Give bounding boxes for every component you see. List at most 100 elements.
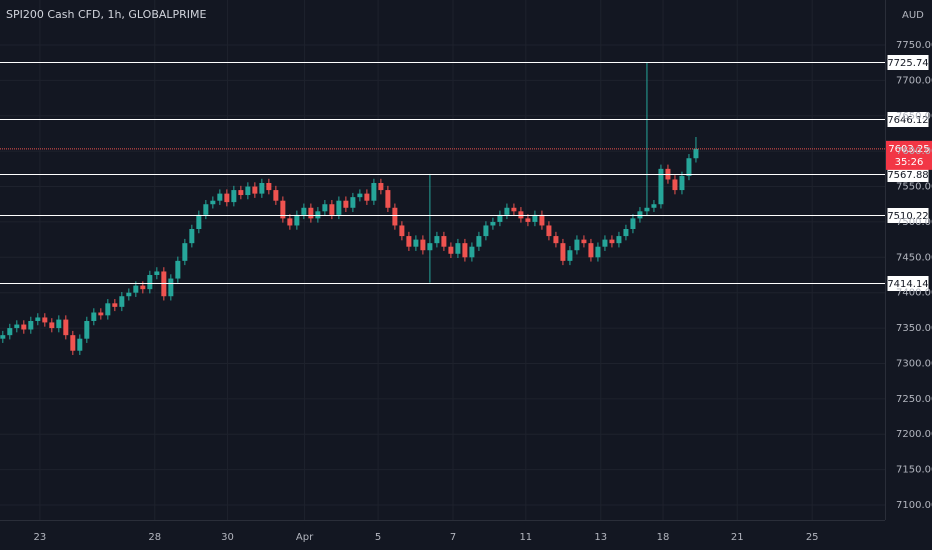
x-tick-label: Apr (296, 532, 314, 543)
candle-body (679, 175, 685, 191)
candle-body (336, 200, 342, 215)
grid (0, 0, 885, 520)
candle-body (637, 211, 643, 219)
x-tick-label: 11 (519, 532, 532, 543)
chart-title: SPI200 Cash CFD, 1h, GLOBALPRIME (6, 8, 207, 21)
level-label: 7725.74 (887, 58, 928, 69)
level-label-box (886, 207, 930, 224)
candle-body (329, 204, 335, 215)
candle-body (497, 214, 503, 222)
candle-body (595, 246, 601, 258)
candle-body (420, 239, 426, 251)
candle-body (322, 204, 328, 212)
candle-body (7, 328, 13, 336)
candle-body (21, 324, 27, 330)
candle-body (427, 243, 433, 251)
candle-body (287, 218, 293, 226)
level-label: 7567.88 (887, 170, 928, 181)
level-label: 7510.22 (887, 211, 928, 222)
candle-body (364, 193, 370, 201)
candle-body (175, 260, 181, 279)
candle-body (686, 158, 692, 176)
candle-body (259, 183, 265, 194)
candle-body (126, 292, 132, 297)
candle-body (112, 303, 118, 307)
candles (0, 62, 699, 355)
candle-body (448, 246, 454, 254)
candle-body (483, 225, 489, 237)
level-label-box (886, 111, 930, 128)
y-tick-label: 7350.00 (896, 323, 932, 334)
x-tick-label: 21 (731, 532, 744, 543)
candle-body (196, 214, 202, 230)
candle-body (182, 243, 188, 261)
y-tick-label: 7100.00 (896, 500, 932, 511)
candle-body (609, 239, 615, 244)
candle-body (147, 275, 153, 290)
candle-body (539, 214, 545, 226)
candle-body (525, 218, 531, 222)
candle-body (70, 335, 76, 351)
candle-body (294, 214, 300, 226)
candle-body (35, 317, 41, 322)
candle-body (399, 225, 405, 237)
candle-body (560, 243, 566, 261)
candle-body (63, 319, 69, 336)
candle-body (343, 200, 349, 208)
candle-body (504, 207, 510, 215)
candle-body (49, 322, 55, 329)
candle-body (616, 236, 622, 244)
x-tick-label: 30 (221, 532, 234, 543)
candle-body (210, 200, 216, 205)
y-tick-label: 7450.00 (896, 252, 932, 263)
x-tick-label: 23 (34, 532, 47, 543)
candle-body (217, 193, 223, 201)
y-tick-label: 7400.00 (896, 288, 932, 299)
candle-body (651, 204, 657, 208)
candle-body (588, 243, 594, 258)
y-tick-label: 7600.00 (896, 146, 932, 157)
y-tick-label: 7700.00 (896, 75, 932, 86)
candle-body (203, 204, 209, 215)
candle-body (238, 190, 244, 196)
candle-body (105, 303, 111, 316)
level-label-box (886, 54, 930, 71)
x-tick-label: 18 (657, 532, 670, 543)
candle-body (245, 186, 251, 196)
candle-body (154, 271, 160, 276)
candle-body (462, 243, 468, 258)
candle-body (553, 236, 559, 244)
candle-body (434, 236, 440, 244)
candle-body (56, 319, 62, 329)
y-tick-label: 7750.00 (896, 40, 932, 51)
candle-body (378, 183, 384, 191)
candle-body (567, 250, 573, 261)
x-tick-label: 13 (594, 532, 607, 543)
candle-body (413, 239, 419, 247)
candle-body (658, 168, 664, 205)
x-tick-label: 7 (450, 532, 456, 543)
candle-body (91, 312, 97, 322)
candle-body (77, 338, 83, 351)
candle-body (385, 190, 391, 208)
countdown: 35:26 (895, 157, 924, 168)
y-tick-label: 7650.00 (896, 111, 932, 122)
candle-body (189, 229, 195, 244)
candle-body (98, 312, 104, 316)
level-label: 7646.12 (887, 115, 928, 126)
candle-body (371, 183, 377, 201)
candle-body (644, 207, 650, 212)
candle-body (266, 183, 272, 191)
candle-body (42, 317, 48, 323)
candle-body (273, 190, 279, 201)
candle-body (28, 321, 34, 330)
candle-body (441, 236, 447, 247)
candle-body (301, 207, 307, 215)
x-tick-label: 25 (806, 532, 819, 543)
level-label-box (886, 275, 930, 292)
overlay: 7725.74 7646.12 7567.88 7510.22 7414.14 7603.… (0, 54, 932, 292)
candle-body (693, 148, 699, 159)
